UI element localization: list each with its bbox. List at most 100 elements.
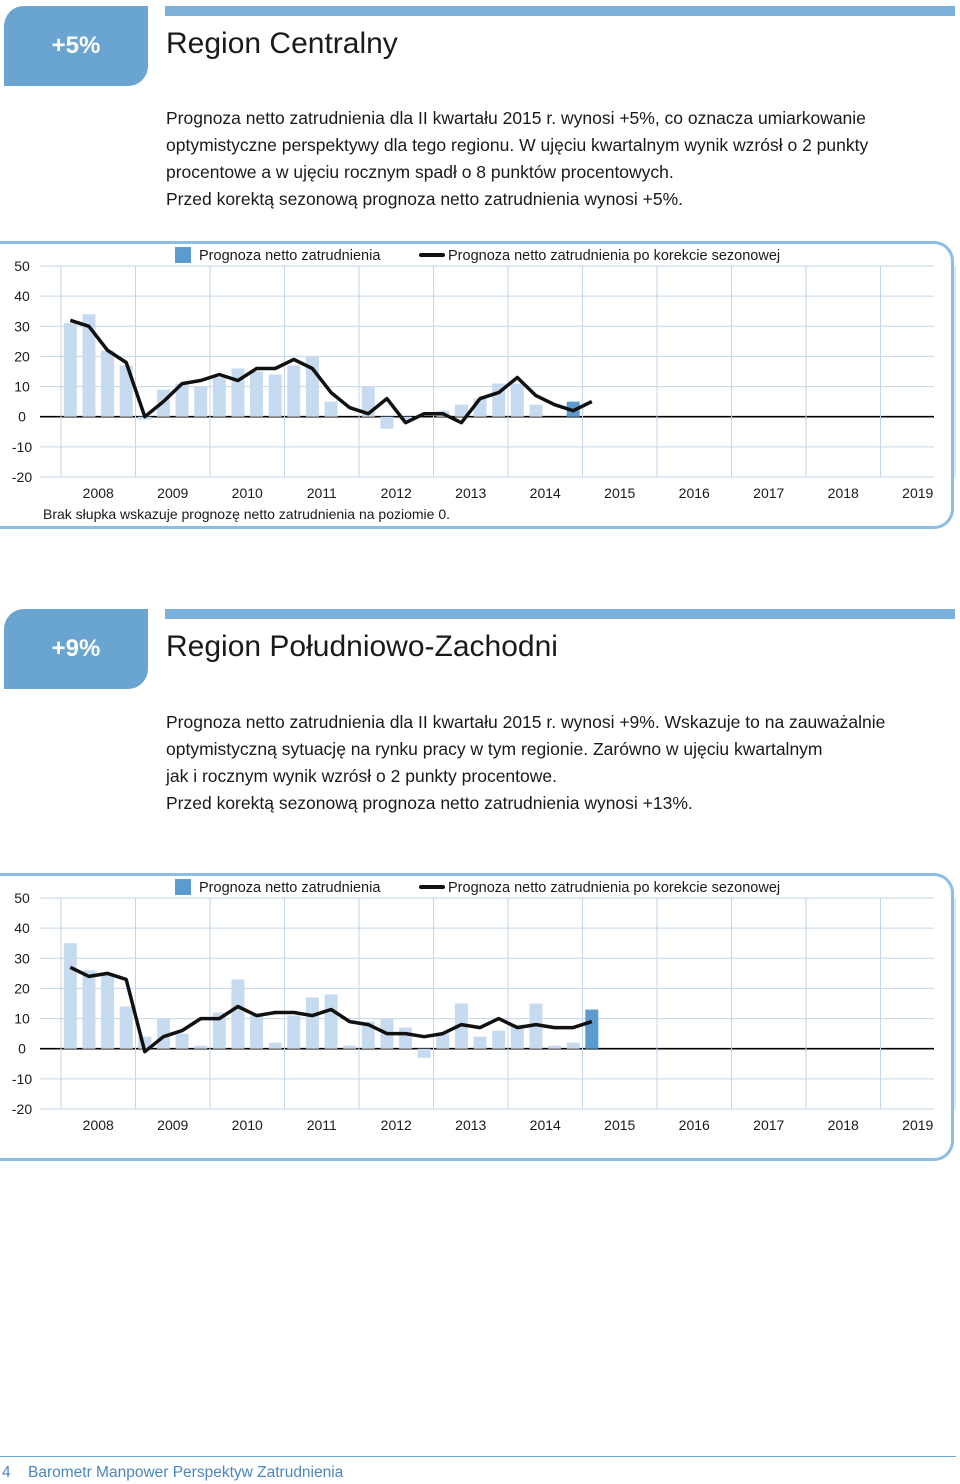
bar: [268, 1042, 282, 1049]
section-1-badge: +5%: [4, 6, 148, 86]
x-tick-label: 2018: [828, 485, 859, 501]
bar: [399, 416, 413, 420]
legend-label-line: Prognoza netto zatrudnienia po korekcie …: [448, 248, 780, 264]
y-tick-label: -20: [12, 469, 32, 485]
section-1-line: optymistyczne perspektywy dla tego regio…: [166, 135, 869, 155]
bar: [492, 1030, 506, 1049]
bar: [101, 973, 115, 1049]
section-2-badge: +9%: [4, 609, 148, 689]
series-line: [69, 318, 593, 425]
section-2-top-bar: [165, 609, 955, 619]
x-tick-label: 2018: [828, 1117, 859, 1133]
bar: [305, 997, 319, 1049]
bar: [287, 365, 301, 417]
footer: 4 Barometr Manpower Perspektyw Zatrudnien…: [2, 1464, 343, 1482]
section-2-line: Prognoza netto zatrudnienia dla II kwart…: [166, 712, 886, 732]
x-tick-label: 2011: [307, 1117, 337, 1133]
y-tick-label: 50: [14, 258, 30, 274]
x-tick-label: 2015: [604, 485, 635, 501]
y-tick-label: 40: [14, 288, 30, 304]
x-tick-label: 2015: [604, 1117, 635, 1133]
y-tick-label: 10: [14, 1011, 30, 1027]
x-tick-label: 2017: [753, 1117, 784, 1133]
bar: [399, 1027, 413, 1049]
bar: [454, 404, 468, 417]
page-number: 4: [2, 1464, 11, 1481]
bar: [82, 970, 96, 1049]
bar: [212, 377, 226, 417]
x-tick-label: 2012: [381, 1117, 412, 1133]
bar: [63, 323, 77, 417]
legend-label-bar: Prognoza netto zatrudnienia: [199, 880, 381, 896]
bar: [194, 1045, 208, 1049]
bar: [324, 994, 338, 1049]
bar: [566, 1042, 580, 1049]
bar: [119, 365, 133, 417]
y-tick-label: 40: [14, 920, 30, 936]
bar: [510, 383, 524, 417]
section-2-line: jak i rocznym wynik wzrósł o 2 punkty pr…: [166, 766, 557, 786]
bar: [250, 1015, 264, 1049]
chart-1-frame: [0, 241, 954, 529]
bar: [175, 383, 189, 417]
y-tick-label: 30: [14, 950, 30, 966]
legend-label-bar: Prognoza netto zatrudnienia: [199, 248, 381, 264]
x-tick-label: 2016: [679, 485, 710, 501]
x-tick-label: 2014: [530, 485, 561, 501]
section-2-line: optymistyczną sytuację na rynku pracy w …: [166, 739, 823, 759]
section-2-title: Region Południowo-Zachodni: [166, 630, 558, 663]
x-tick-label: 2008: [83, 1117, 114, 1133]
y-tick-label: -10: [12, 1071, 32, 1087]
footer-rule: [0, 1456, 956, 1457]
bar: [287, 1015, 301, 1049]
x-tick-label: 2013: [455, 485, 486, 501]
section-1-badge-value: +5%: [51, 32, 101, 59]
bar: [510, 1024, 524, 1049]
y-tick-label: 50: [14, 890, 30, 906]
bar: [380, 416, 394, 429]
y-tick-label: 0: [18, 1041, 26, 1057]
x-tick-label: 2009: [157, 1117, 188, 1133]
y-tick-label: 20: [14, 348, 30, 364]
footer-title: Barometr Manpower Perspektyw Zatrudnieni…: [28, 1464, 344, 1481]
bar: [119, 1006, 133, 1049]
legend-swatch-bar: [175, 247, 191, 263]
x-tick-label: 2011: [307, 485, 337, 501]
chart-2-frame: [0, 873, 954, 1161]
bar: [417, 1048, 431, 1058]
section-1-line: Prognoza netto zatrudnienia dla II kwart…: [166, 108, 866, 128]
x-tick-label: 2012: [381, 485, 412, 501]
bar: [231, 979, 245, 1049]
y-tick-label: 20: [14, 980, 30, 996]
bar: [548, 1045, 562, 1049]
x-tick-label: 2008: [83, 485, 114, 501]
bar: [585, 1009, 599, 1049]
x-tick-label: 2016: [679, 1117, 710, 1133]
section-1-line: Przed korektą sezonową prognoza netto za…: [166, 189, 684, 209]
section-1-line: procentowe a w ujęciu rocznym spadł o 8 …: [166, 162, 674, 182]
legend-swatch-bar: [175, 879, 191, 895]
bar: [361, 1021, 375, 1049]
chart-note: Brak słupka wskazuje prognozę netto zatr…: [43, 506, 450, 522]
bar: [63, 943, 77, 1049]
y-tick-label: -20: [12, 1101, 32, 1117]
x-tick-label: 2019: [902, 485, 933, 501]
series-line: [69, 965, 593, 1054]
x-tick-label: 2017: [753, 485, 784, 501]
x-tick-label: 2014: [530, 1117, 561, 1133]
bar: [343, 1045, 357, 1049]
x-tick-label: 2019: [902, 1117, 933, 1133]
section-1-title: Region Centralny: [166, 27, 398, 60]
section-2-line: Przed korektą sezonową prognoza netto za…: [166, 793, 693, 813]
y-tick-label: -10: [12, 439, 32, 455]
y-tick-label: 0: [18, 409, 26, 425]
bar: [175, 1033, 189, 1049]
y-tick-label: 10: [14, 379, 30, 395]
bar: [436, 1033, 450, 1049]
section-2-paragraph: Prognoza netto zatrudnienia dla II kwart…: [166, 709, 956, 817]
x-tick-label: 2010: [232, 485, 263, 501]
bar: [212, 1012, 226, 1049]
bar: [82, 314, 96, 417]
bar: [324, 401, 338, 417]
